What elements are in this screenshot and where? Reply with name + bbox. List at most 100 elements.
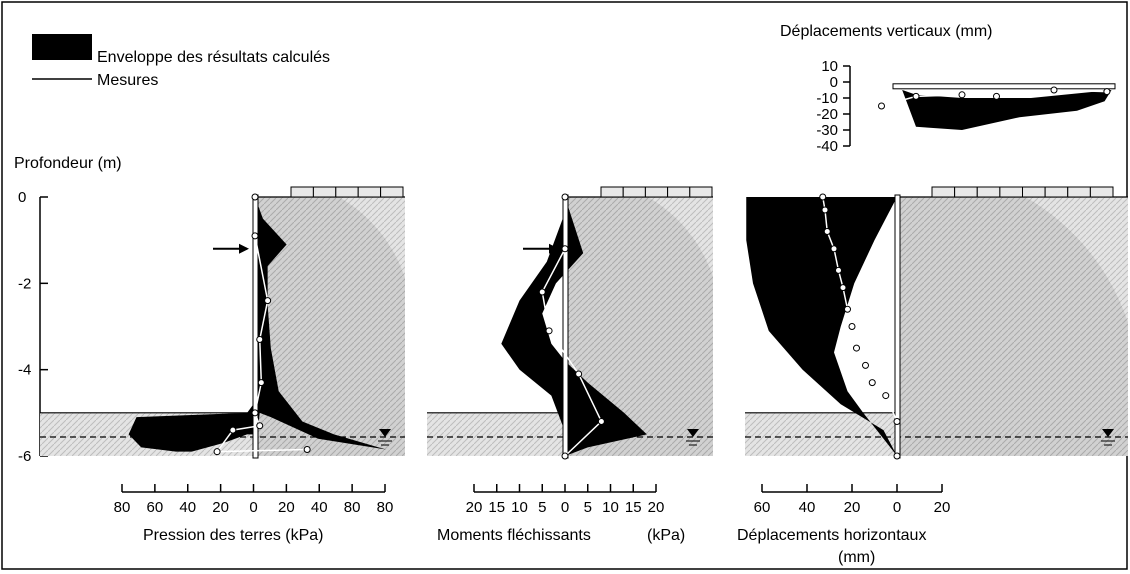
measured-point: [256, 335, 264, 343]
measured-point: [819, 193, 827, 201]
vertical-disp-measured-point: [912, 92, 920, 100]
measured-point: [893, 452, 901, 460]
measured-point: [821, 206, 829, 214]
strut-arrow-head: [549, 243, 559, 254]
vertical-disp-measured-point: [1103, 88, 1111, 96]
panel-bending-moments: 20 15 10 5 0 5 10 15 20: [427, 186, 713, 516]
x-tick-label: 5: [584, 499, 592, 516]
surcharge-block: [312, 186, 337, 198]
measured-point: [844, 305, 851, 313]
depth-tick-label: -2: [18, 275, 31, 292]
surcharge-block: [689, 186, 713, 198]
vertical-disp-measured-point: [1050, 86, 1058, 94]
depth-axis-ticks: 0 -2 -4 -6: [18, 189, 48, 465]
surcharge-block: [999, 186, 1023, 198]
surcharge-block: [644, 186, 669, 198]
measured-point: [229, 426, 237, 434]
horizontal-disp-axis-title: Déplacements horizontaux: [737, 527, 926, 544]
vertical-disp-envelope: [893, 86, 1112, 130]
excavation-soil: [745, 412, 897, 456]
x-tick-label: 20: [648, 499, 665, 516]
surcharge-block: [1067, 186, 1091, 198]
soil-influence-zone: [900, 197, 1128, 456]
measured-point: [835, 266, 842, 274]
vertical-disp-tick-label: -20: [816, 106, 838, 123]
x-tick-label: 20: [466, 499, 483, 516]
measured-point: [868, 379, 876, 387]
strut-arrow-head: [239, 243, 249, 254]
x-tick-label: 5: [538, 499, 546, 516]
vertical-disp-title: Déplacements verticaux (mm): [780, 23, 993, 40]
x-tick-label: 40: [311, 499, 328, 516]
x-tick-label: 20: [844, 499, 861, 516]
soil-influence-zone: [258, 197, 405, 456]
water-table-icon: [379, 429, 391, 437]
x-tick-label: 40: [179, 499, 196, 516]
x-tick-label: 0: [561, 499, 569, 516]
bending-moments-axis-unit: (kPa): [647, 527, 685, 544]
x-tick-label: 20: [278, 499, 295, 516]
measured-point: [848, 323, 856, 330]
panel-vertical-displacements: 100-10-20-30-40: [816, 58, 1116, 155]
panel-horizontal-displacements: 60 40 20 0 20: [745, 186, 1128, 516]
measured-point: [538, 288, 546, 296]
water-table-icon: [687, 429, 699, 437]
water-table-icon: [1102, 429, 1114, 437]
x-tick-label: 20: [934, 499, 951, 516]
surcharge-block: [357, 186, 382, 198]
x-tick-label: 60: [754, 499, 771, 516]
x-tick-label: 10: [602, 499, 619, 516]
surcharge-block: [954, 186, 978, 198]
measured-point: [862, 361, 869, 369]
calculated-envelope: [501, 197, 647, 456]
calculated-envelope: [746, 197, 897, 456]
measured-point: [853, 344, 860, 352]
x-tick-label: 40: [799, 499, 816, 516]
x-tick-label: 15: [625, 499, 642, 516]
measured-point: [561, 245, 569, 253]
measured-point: [597, 417, 605, 425]
bending-moments-axis-title: Moments fléchissants: [437, 527, 591, 544]
soil-influence-zone: [568, 197, 713, 456]
measured-point: [251, 409, 259, 417]
x-tick-label: 0: [893, 499, 901, 516]
vertical-disp-measured-point: [958, 91, 966, 99]
vertical-disp-measured-line: [881, 89, 1107, 107]
measured-point: [561, 193, 569, 201]
measured-line: [215, 197, 308, 453]
vertical-disp-tick-label: -40: [816, 138, 838, 155]
panel-earth-pressure: 80 60 40 20 0 20 40 80 80: [40, 186, 405, 516]
surcharge-block: [335, 186, 359, 198]
surcharge-block: [1022, 186, 1046, 198]
measured-point: [545, 327, 553, 335]
measured-point: [561, 452, 569, 460]
x-tick-label: 80: [114, 499, 131, 516]
depth-axis-label: Profondeur (m): [14, 155, 122, 172]
excavation-soil: [427, 412, 565, 456]
surcharge-block: [1044, 186, 1069, 198]
measured-point: [823, 228, 831, 236]
depth-tick-label: -6: [18, 448, 31, 465]
measured-point: [257, 379, 265, 387]
measured-point: [830, 245, 838, 253]
measured-point: [882, 392, 890, 400]
depth-tick-label: -4: [18, 362, 31, 379]
x-tick-label: 80: [344, 499, 361, 516]
legend-envelope-swatch: [32, 34, 92, 60]
measured-point: [256, 422, 264, 430]
x-tick-label: 15: [488, 499, 505, 516]
vertical-disp-measured-point: [993, 92, 1000, 100]
surcharge-block: [1089, 186, 1114, 198]
vertical-disp-measured-point: [878, 102, 885, 110]
surcharge-block: [290, 186, 314, 198]
x-tick-label: 60: [147, 499, 164, 516]
vertical-disp-tick-label: 0: [830, 74, 838, 91]
measured-point: [251, 232, 259, 240]
surcharge-block: [622, 186, 646, 198]
depth-tick-label: 0: [18, 189, 26, 206]
measured-point: [893, 417, 901, 425]
surcharge-block: [600, 186, 624, 198]
measured-point: [839, 284, 847, 292]
